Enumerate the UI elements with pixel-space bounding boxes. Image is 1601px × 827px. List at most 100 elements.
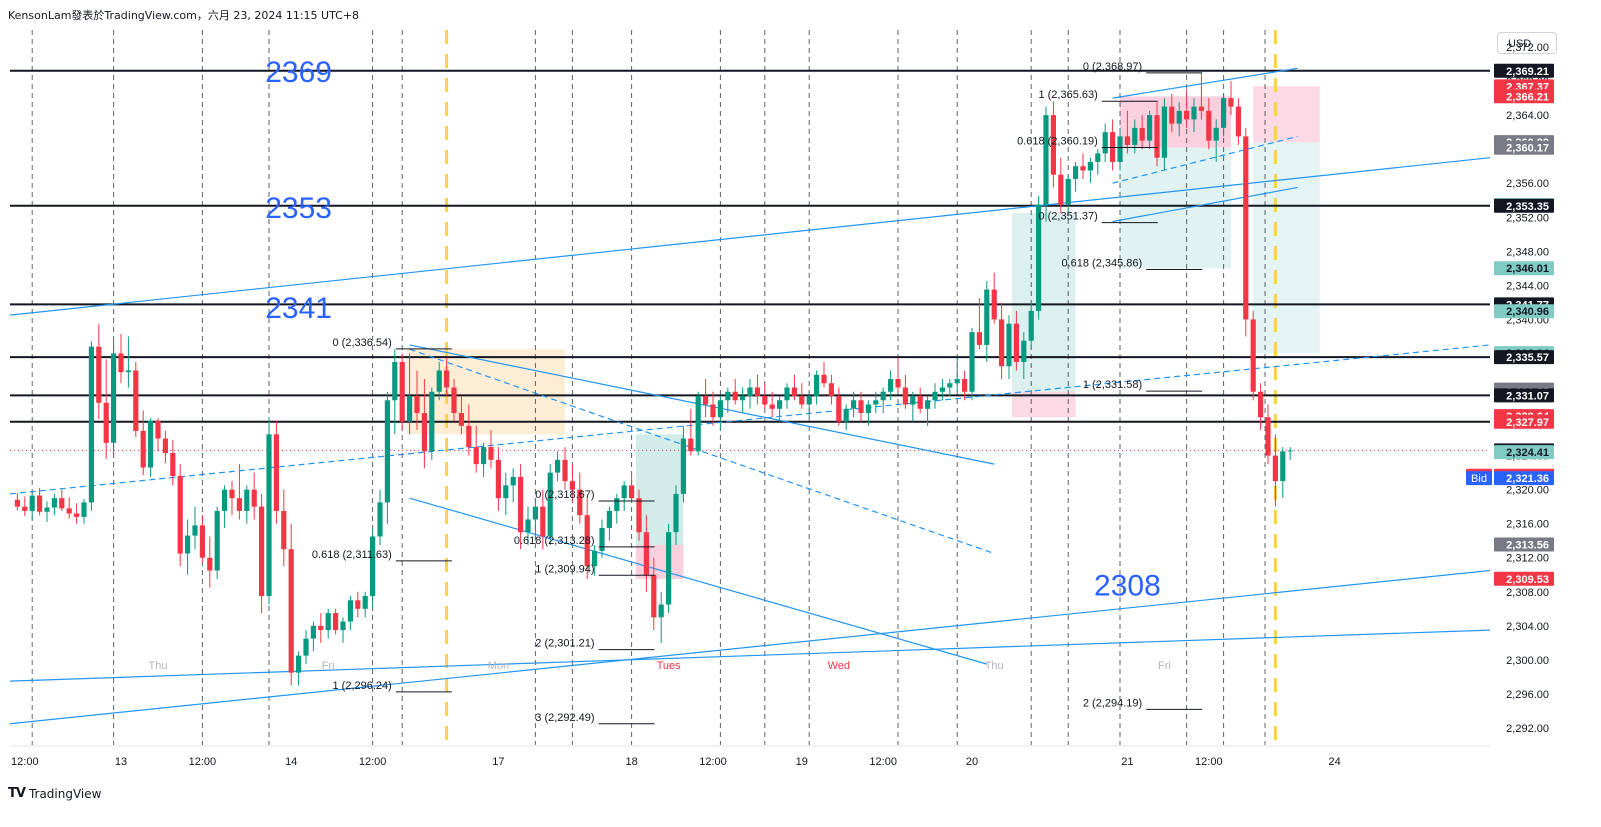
candle-body: [643, 532, 649, 575]
candle-body: [1198, 106, 1204, 111]
fib-level-label: 0.618 (2,360.19): [1017, 136, 1098, 148]
fib-level-label: 1 (2,296.24): [333, 680, 392, 692]
candle-body: [880, 391, 886, 401]
candle: [355, 591, 361, 618]
candle-body: [614, 498, 620, 511]
candle: [429, 387, 435, 460]
candle: [281, 489, 287, 567]
candle: [666, 523, 672, 614]
fib-level-label: 2 (2,301.21): [535, 638, 594, 650]
candle: [1124, 110, 1130, 154]
candle: [384, 391, 390, 524]
big-level-label: 2353: [265, 192, 332, 225]
candle: [1087, 157, 1093, 184]
candle-body: [954, 378, 960, 384]
fib-level-label: 3 (2,292.49): [535, 712, 594, 724]
candle-body: [518, 476, 524, 533]
candle-body: [148, 420, 154, 468]
candle: [806, 391, 812, 418]
candle: [495, 447, 501, 511]
chart-caption: KensonLam發表於TradingView.com，六月 23, 2024 …: [8, 9, 360, 22]
candle: [673, 485, 679, 545]
zone-box: [1120, 147, 1231, 269]
candle-body: [925, 400, 931, 409]
candle-body: [259, 506, 265, 597]
candle: [791, 374, 797, 401]
candle-body: [1169, 106, 1175, 124]
candle: [784, 383, 790, 409]
fib-level-label: 0.618 (2,313.28): [514, 535, 595, 547]
candle-body: [1021, 340, 1027, 362]
candle: [910, 391, 916, 422]
candle-body: [666, 532, 672, 605]
candle: [111, 340, 117, 456]
day-label: Mon: [488, 660, 509, 672]
price-tag-value: 2,313.56: [1506, 539, 1549, 551]
time-tick-label: 18: [625, 756, 637, 768]
candle: [880, 387, 886, 414]
candle-body: [769, 404, 775, 409]
brand-label: TradingView: [28, 786, 102, 801]
candle-body: [1124, 136, 1130, 145]
candle: [222, 485, 228, 528]
candle-body: [362, 596, 368, 609]
candle-body: [273, 434, 279, 511]
fib-level-label: 1 (2,309.94): [535, 563, 594, 575]
candle-body: [828, 383, 834, 397]
candle: [843, 404, 849, 431]
candle: [680, 425, 686, 503]
candle-body: [902, 387, 908, 405]
candle: [22, 496, 28, 517]
candle: [599, 519, 605, 558]
big-level-label: 2369: [265, 56, 332, 89]
currency-button[interactable]: USD: [1497, 32, 1557, 54]
candle: [503, 472, 509, 516]
candle: [59, 489, 65, 511]
candle: [14, 493, 20, 511]
candle-body: [185, 535, 191, 554]
time-tick-label: 12:00: [699, 756, 727, 768]
dashed-trend-line: [409, 348, 995, 555]
candle-body: [22, 506, 28, 511]
candle-body: [784, 387, 790, 401]
candle-body: [281, 510, 287, 550]
candle: [1028, 302, 1034, 350]
candle: [621, 481, 627, 511]
candle-body: [873, 400, 879, 405]
candle: [370, 527, 376, 609]
candle-body: [222, 489, 228, 511]
price-tick-label: 2,348.00: [1506, 246, 1549, 258]
candle: [392, 349, 398, 435]
candle: [1258, 383, 1264, 431]
candle-body: [532, 506, 538, 520]
candle: [947, 378, 953, 397]
candle-body: [621, 485, 627, 499]
candle: [1117, 127, 1123, 171]
candle-body: [599, 527, 605, 551]
time-tick-label: 14: [285, 756, 297, 768]
candle: [103, 359, 109, 459]
candle: [1206, 98, 1212, 150]
candle-body: [333, 613, 339, 631]
candle-body: [207, 557, 213, 571]
candle-body: [969, 332, 975, 392]
price-tag-box: [1494, 350, 1554, 365]
candle: [532, 498, 538, 541]
price-tick-label: 2,316.00: [1506, 519, 1549, 531]
candle-body: [636, 498, 642, 533]
candle-body: [1265, 417, 1271, 456]
candle-body: [229, 489, 235, 499]
candle: [436, 361, 442, 401]
day-label: Thu: [985, 660, 1004, 672]
candle: [29, 491, 35, 520]
price-tag: 2,335.57: [1494, 350, 1554, 365]
candle: [873, 391, 879, 414]
candle-body: [377, 502, 383, 537]
candle-body: [673, 493, 679, 533]
price-tick-label: 2,344.00: [1506, 280, 1549, 292]
candle-body: [843, 408, 849, 422]
zone-box: [1253, 142, 1320, 354]
candle: [340, 617, 346, 643]
candle-body: [370, 536, 376, 597]
